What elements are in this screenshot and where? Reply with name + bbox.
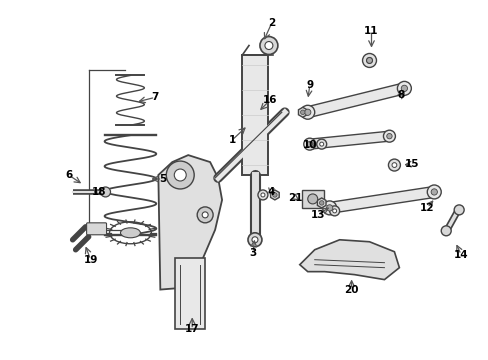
Text: 15: 15 [404,159,419,169]
Text: 2: 2 [268,18,275,28]
Circle shape [316,139,326,149]
Circle shape [453,205,463,215]
FancyBboxPatch shape [301,190,323,208]
Text: 17: 17 [184,324,199,334]
Circle shape [366,58,372,63]
Text: 6: 6 [65,170,72,180]
Circle shape [387,159,400,171]
Ellipse shape [120,228,140,238]
Text: 3: 3 [249,248,256,258]
Text: 13: 13 [310,210,325,220]
Text: 8: 8 [397,90,404,100]
Circle shape [397,81,410,95]
Circle shape [197,207,213,223]
Circle shape [174,169,186,181]
Circle shape [326,205,332,211]
Circle shape [272,193,277,197]
Circle shape [264,41,272,50]
Text: 7: 7 [151,92,159,102]
Circle shape [307,142,311,147]
Text: 11: 11 [364,26,378,36]
Circle shape [247,233,262,247]
Circle shape [251,237,258,243]
Circle shape [329,206,339,216]
Polygon shape [299,240,399,280]
Polygon shape [317,198,325,208]
Polygon shape [306,83,405,118]
Circle shape [386,134,391,139]
Circle shape [362,54,376,67]
Polygon shape [308,131,389,149]
Polygon shape [305,139,313,149]
Text: 9: 9 [305,80,313,90]
Polygon shape [270,190,279,200]
Circle shape [440,226,450,236]
Text: 19: 19 [83,255,98,265]
Circle shape [300,105,314,119]
Polygon shape [328,186,434,213]
Circle shape [307,194,317,204]
FancyBboxPatch shape [86,223,106,235]
Text: 5: 5 [159,174,165,184]
FancyBboxPatch shape [175,258,205,329]
Circle shape [391,163,396,167]
Circle shape [261,193,264,197]
Circle shape [202,212,208,218]
Circle shape [303,138,315,150]
Circle shape [101,187,110,197]
Circle shape [322,201,336,215]
Circle shape [260,37,277,54]
Circle shape [319,201,323,205]
Circle shape [304,109,310,116]
Circle shape [300,110,305,114]
Circle shape [166,161,194,189]
Text: 4: 4 [266,187,274,197]
Text: 18: 18 [91,187,105,197]
Text: 10: 10 [302,140,316,150]
Circle shape [401,85,407,91]
Circle shape [383,130,395,142]
Circle shape [366,58,371,63]
Circle shape [258,190,267,200]
Circle shape [306,141,312,147]
Text: 21: 21 [288,193,303,203]
Text: 16: 16 [262,95,277,105]
Text: 14: 14 [453,250,468,260]
Circle shape [332,209,336,213]
FancyBboxPatch shape [242,55,267,175]
Text: 12: 12 [419,203,434,213]
Polygon shape [298,107,306,117]
Text: 1: 1 [228,135,235,145]
Circle shape [319,142,323,146]
Circle shape [430,189,436,195]
Circle shape [427,185,440,199]
Polygon shape [158,155,222,289]
Text: 20: 20 [344,284,358,294]
